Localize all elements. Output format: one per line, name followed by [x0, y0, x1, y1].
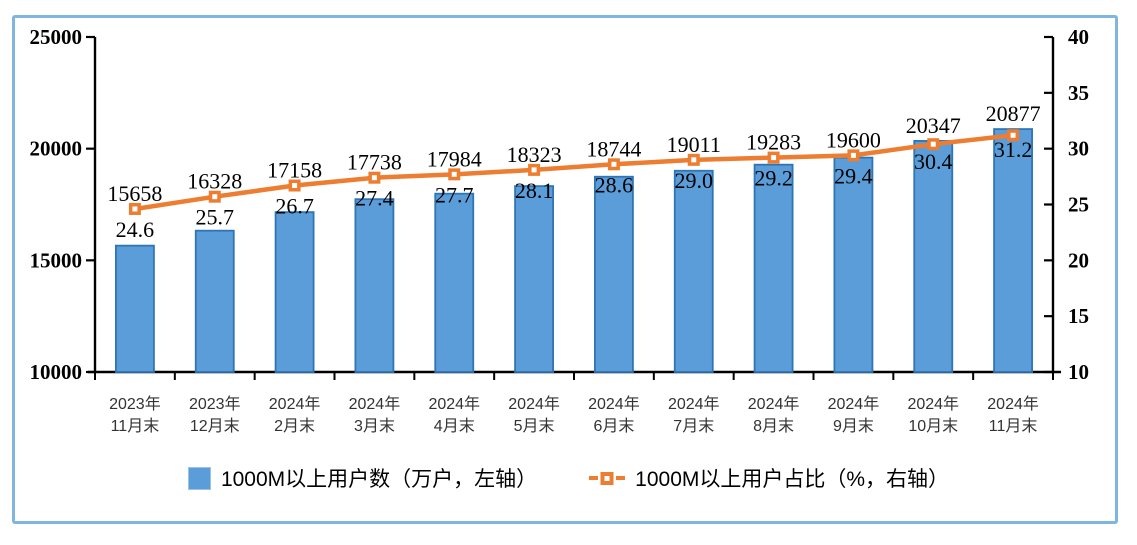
bar [673, 169, 714, 373]
bar-value-label: 16328 [187, 169, 242, 194]
line-point-marker-center [611, 161, 617, 167]
x-axis-category-label-line1: 2024年 [748, 395, 800, 413]
line-point-marker-center [771, 155, 777, 161]
x-axis-category-label-line2: 2月末 [274, 417, 315, 435]
bar-value-label: 17984 [427, 146, 482, 171]
x-axis-category-label-line2: 11月末 [111, 417, 160, 435]
bar-value-label: 19600 [826, 127, 881, 152]
bar-value-label: 19011 [667, 132, 721, 157]
bar [913, 140, 954, 373]
bar-value-label: 20347 [906, 113, 961, 138]
left-axis-tick-label: 10000 [30, 360, 83, 384]
bar [993, 128, 1033, 373]
right-axis-tick-label: 30 [1068, 137, 1089, 161]
line-value-label: 28.1 [515, 178, 554, 203]
right-axis-tick-label: 15 [1068, 304, 1089, 328]
line-point-marker-center [212, 194, 218, 200]
bar-value-label: 18744 [586, 136, 641, 161]
line-point-marker-center [691, 157, 697, 163]
left-axis-tick-label: 25000 [30, 25, 83, 49]
bar [115, 244, 155, 373]
right-axis-tick-label: 40 [1068, 25, 1089, 49]
x-axis-category-label-line1: 2024年 [349, 395, 401, 413]
right-axis-tick-label: 35 [1068, 81, 1089, 105]
line-point-marker-center [292, 183, 298, 189]
bar [354, 198, 395, 373]
bar [753, 163, 794, 373]
x-axis-category-label-line1: 2024年 [987, 395, 1039, 413]
line-value-label: 27.7 [435, 182, 474, 207]
line-value-label: 30.4 [914, 149, 953, 174]
bar [194, 229, 235, 373]
bar [434, 192, 475, 373]
line-series-marker-icon [589, 472, 626, 485]
line-value-label: 28.6 [595, 172, 634, 197]
line-point-marker-center [132, 206, 138, 212]
x-axis-category-label-line1: 2024年 [668, 395, 720, 413]
legend-item-line-series: 1000M以上用户占比（%，右轴） [589, 463, 949, 493]
line-value-label: 29.0 [675, 168, 714, 193]
right-axis-tick-label: 20 [1068, 248, 1089, 272]
bar [594, 175, 634, 373]
x-axis-category-label-line1: 2024年 [428, 395, 480, 413]
line-value-label: 29.4 [834, 163, 873, 188]
x-axis-category-label-line2: 4月末 [434, 417, 475, 435]
x-axis-category-label-line1: 2023年 [189, 395, 241, 413]
x-axis-category-label-line1: 2024年 [508, 395, 560, 413]
line-point-marker-center [531, 167, 537, 173]
line-value-label: 26.7 [275, 194, 314, 219]
line-point-marker-center [930, 141, 936, 147]
right-axis-tick-label: 25 [1068, 193, 1089, 217]
x-axis-category-label-line2: 7月末 [673, 417, 714, 435]
line-value-label: 25.7 [196, 205, 235, 230]
x-axis-category-label-line2: 6月末 [593, 417, 634, 435]
left-axis-tick-label: 15000 [30, 248, 83, 272]
bar-series-swatch-icon [187, 466, 211, 490]
bar-value-label: 19283 [746, 130, 801, 155]
x-axis-category-label-line2: 8月末 [753, 417, 794, 435]
bar-value-label: 17158 [267, 158, 322, 183]
line-value-label: 29.2 [754, 166, 793, 191]
bar-value-label: 15658 [107, 181, 162, 206]
line-value-label: 24.6 [116, 217, 155, 242]
bar-value-label: 17738 [347, 150, 402, 175]
line-point-marker-center [451, 171, 457, 177]
x-axis-category-label-line2: 5月末 [514, 417, 555, 435]
left-axis-tick-label: 20000 [30, 137, 83, 161]
x-axis-category-label-line2: 9月末 [833, 417, 874, 435]
bar [833, 156, 874, 373]
x-axis-category-label-line2: 10月末 [908, 417, 958, 435]
legend-label-bar-series: 1000M以上用户数（万户，左轴） [220, 468, 538, 491]
right-axis-tick-label: 10 [1068, 360, 1089, 384]
line-point-marker-center [850, 152, 856, 158]
bar-value-label: 20877 [986, 101, 1041, 126]
x-axis-category-label-line1: 2024年 [588, 395, 640, 413]
bar [514, 185, 554, 373]
line-point-marker-center [1010, 132, 1016, 138]
chart-legend: 1000M以上用户数（万户，左轴） 1000M以上用户占比（%，右轴） [20, 458, 1117, 498]
x-axis-category-label-line1: 2023年 [109, 395, 161, 413]
line-value-label: 27.4 [355, 186, 394, 211]
x-axis-category-label-line2: 12月末 [190, 417, 240, 435]
bar-value-label: 18323 [507, 142, 562, 167]
x-axis-category-label-line1: 2024年 [269, 395, 321, 413]
line-series-path [134, 133, 1014, 212]
bar [274, 211, 315, 373]
x-axis-category-label-line1: 2024年 [828, 395, 880, 413]
legend-label-line-series: 1000M以上用户占比（%，右轴） [635, 468, 950, 491]
x-axis-category-label-line1: 2024年 [907, 395, 959, 413]
x-axis-category-label-line2: 3月末 [354, 417, 395, 435]
line-value-label: 31.2 [994, 137, 1033, 162]
legend-item-bar-series: 1000M以上用户数（万户，左轴） [187, 463, 538, 493]
line-point-marker-center [371, 175, 377, 181]
x-axis-category-label-line2: 11月末 [989, 417, 1038, 435]
